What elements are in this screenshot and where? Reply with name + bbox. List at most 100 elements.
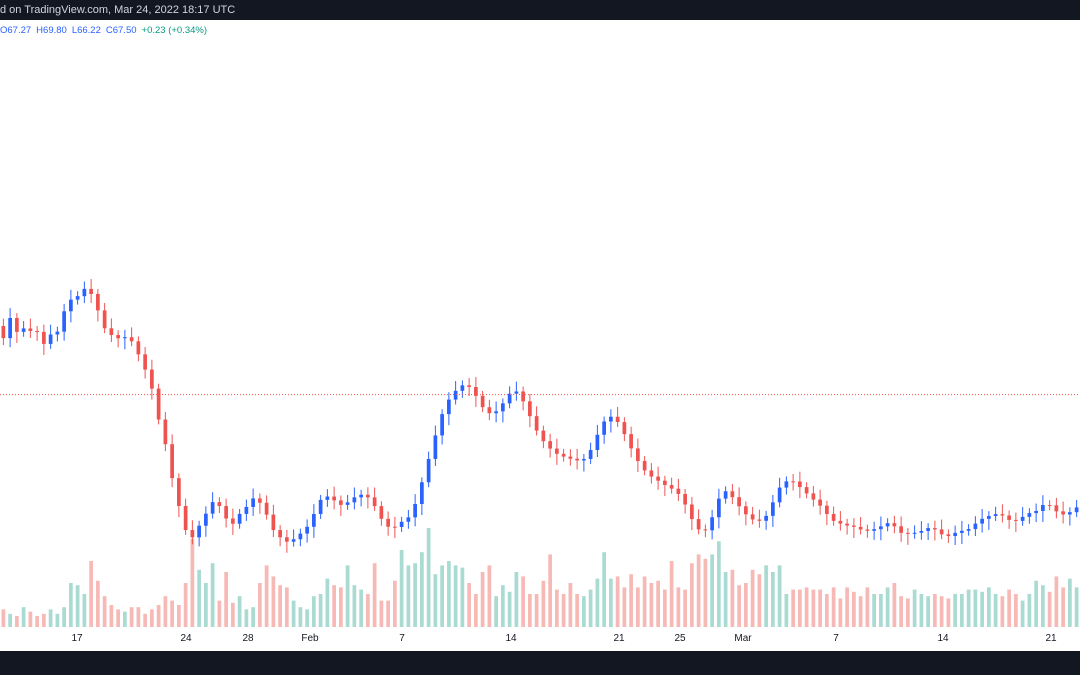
candle-body	[885, 523, 890, 527]
candle	[501, 398, 505, 423]
candle-body	[1020, 516, 1025, 521]
candle-body	[595, 434, 600, 451]
volume-bar	[831, 587, 836, 627]
volume-bar	[1041, 585, 1045, 627]
candle-body	[1000, 514, 1005, 516]
candle	[204, 506, 208, 537]
volume-bar	[1047, 591, 1052, 627]
candle	[366, 487, 370, 509]
candle-body	[440, 414, 444, 436]
candle-body	[210, 502, 215, 514]
candle	[858, 517, 863, 535]
volume-bar	[420, 552, 424, 627]
candle	[636, 438, 640, 473]
candle	[35, 326, 39, 341]
volume-bar	[865, 587, 870, 627]
candle	[764, 510, 768, 530]
candle	[528, 393, 532, 428]
price-chart[interactable]: 17 24 28 Feb 7 14 21 25 Mar 7 14 21	[0, 20, 1080, 651]
candle	[1061, 501, 1065, 524]
volume-bar	[811, 589, 816, 627]
volume-bar	[514, 572, 519, 627]
candle	[568, 449, 573, 466]
candle-body	[642, 461, 647, 471]
candle-body	[352, 497, 357, 503]
candle	[96, 289, 100, 322]
candle-body	[190, 530, 195, 538]
volume-bar	[777, 565, 782, 627]
candle-body	[1074, 507, 1079, 513]
candle-body	[156, 388, 161, 420]
candle	[588, 442, 593, 464]
volume-bar	[852, 591, 856, 627]
candle	[332, 486, 336, 510]
volume-bar	[588, 589, 593, 627]
candle	[973, 516, 978, 537]
candle	[798, 471, 802, 499]
volume-bar	[872, 594, 876, 627]
volume-bar	[1020, 600, 1025, 627]
candle	[379, 501, 384, 526]
candle	[210, 492, 215, 519]
candle	[123, 329, 127, 350]
candle	[55, 326, 60, 342]
volume-bar	[1068, 578, 1072, 627]
volume-bar	[190, 539, 195, 627]
header-text: d on TradingView.com, Mar 24, 2022 18:17…	[0, 4, 236, 16]
volume-bar	[1074, 587, 1079, 627]
candle-body	[372, 497, 377, 507]
volume-bar	[1, 609, 6, 627]
candle	[278, 525, 282, 547]
candle-body	[710, 517, 714, 531]
candle	[359, 489, 363, 507]
volume-bar	[676, 587, 681, 627]
candle-body	[737, 497, 741, 507]
candle-body	[811, 493, 816, 500]
candle	[183, 498, 188, 535]
volume-bar	[879, 594, 883, 627]
candle-body	[15, 318, 19, 332]
volume-bar	[359, 589, 363, 627]
volume-bar	[339, 587, 343, 627]
volume-bar	[109, 605, 114, 627]
candle	[960, 520, 964, 545]
candle-body	[217, 502, 222, 507]
candle	[28, 318, 33, 338]
x-axis: 17 24 28 Feb 7 14 21 25 Mar 7 14 21	[71, 633, 1057, 644]
candle-body	[852, 525, 856, 527]
candle-body	[244, 506, 249, 514]
bottom-bar	[0, 651, 1080, 675]
candle-body	[467, 385, 471, 387]
volume-bar	[447, 561, 451, 627]
volume-bar	[548, 554, 552, 627]
volume-bar	[771, 572, 775, 627]
x-tick-label: 14	[505, 633, 517, 644]
candle	[683, 489, 687, 514]
candle	[1074, 500, 1079, 518]
volume-bar	[460, 567, 465, 627]
volume-bar	[406, 565, 411, 627]
candle-body	[291, 539, 296, 542]
candle	[285, 529, 289, 553]
candle-body	[183, 506, 188, 531]
volume-bar	[561, 594, 566, 627]
candle	[170, 434, 174, 488]
candle-body	[1054, 505, 1059, 512]
volume-layer	[1, 528, 1079, 627]
candle-body	[865, 529, 870, 531]
volume-bar	[1014, 594, 1018, 627]
candle	[224, 498, 228, 528]
candle-body	[163, 419, 168, 445]
candle-body	[129, 337, 134, 342]
candle-body	[615, 416, 620, 423]
candle	[453, 380, 458, 405]
candle	[440, 409, 444, 445]
candle-body	[676, 488, 681, 494]
candle-body	[197, 525, 201, 538]
candle-body	[332, 496, 336, 501]
volume-bar	[818, 589, 822, 627]
candle-body	[926, 528, 930, 531]
volume-bar	[595, 578, 600, 627]
volume-bar	[690, 563, 694, 627]
candle-body	[460, 385, 465, 391]
